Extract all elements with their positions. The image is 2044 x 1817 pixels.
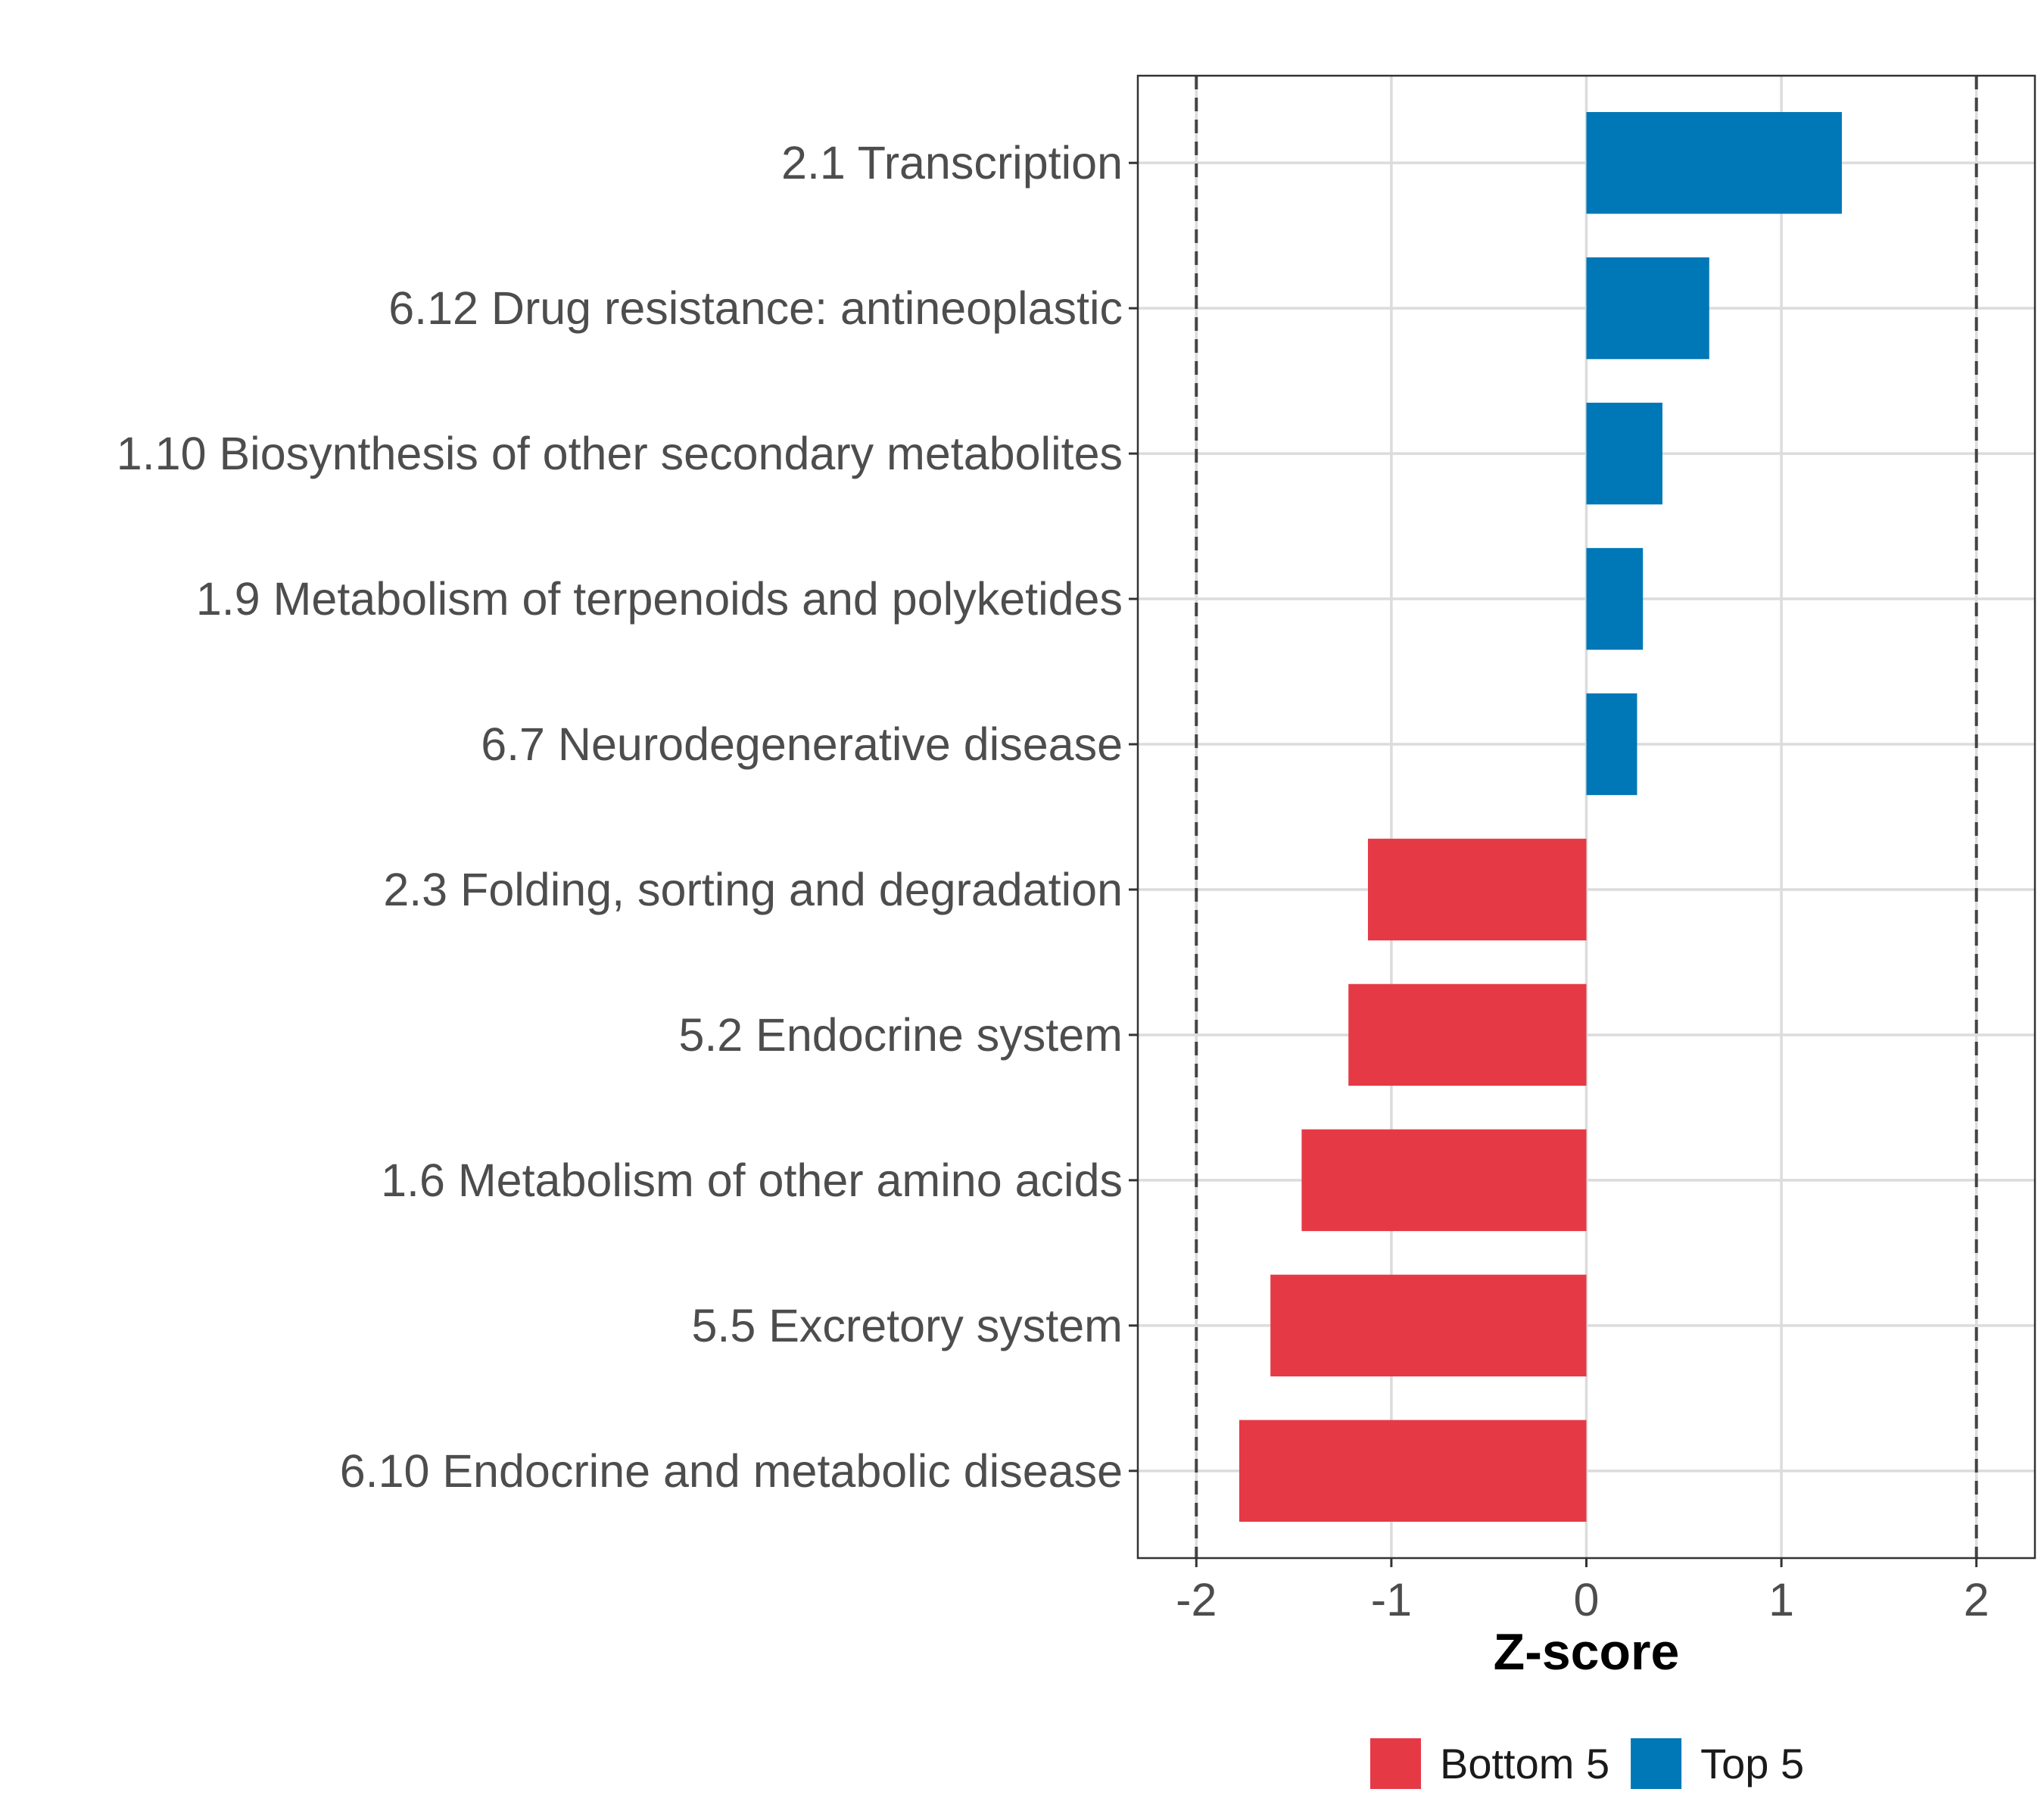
legend-label-bottom-5: Bottom 5	[1440, 1740, 1609, 1787]
bars	[1239, 111, 1842, 1522]
category-label: 2.1 Transcription	[781, 137, 1123, 189]
category-label: 1.9 Metabolism of terpenoids and polyket…	[196, 573, 1123, 625]
y-axis: 2.1 Transcription 6.12 Drug resistance: a…	[117, 137, 1138, 1497]
category-label: 5.2 Endocrine system	[678, 1009, 1123, 1061]
category-label: 1.6 Metabolism of other amino acids	[381, 1155, 1123, 1206]
reference-lines	[1195, 76, 1978, 1558]
x-tick-label: -2	[1176, 1574, 1217, 1625]
legend-key-top-5	[1631, 1738, 1682, 1789]
legend-label-top-5: Top 5	[1700, 1740, 1804, 1787]
bar-5-5-excretory-system	[1270, 1274, 1587, 1377]
bar-1-9-metabolism-of-terpenoids-and-polyketides	[1586, 547, 1644, 650]
x-axis: -2 -1 0 1 2	[1176, 1558, 1989, 1625]
category-label: 5.5 Excretory system	[692, 1300, 1123, 1351]
category-label: 6.12 Drug resistance: antineoplastic	[388, 282, 1123, 334]
bar-5-2-endocrine-system	[1348, 983, 1587, 1086]
x-tick-label: 1	[1768, 1574, 1794, 1625]
category-label: 2.3 Folding, sorting and degradation	[383, 864, 1123, 915]
bar-1-10-biosynthesis-of-other-secondary-metabolites	[1586, 402, 1662, 505]
bar-1-6-metabolism-of-other-amino-acids	[1301, 1129, 1587, 1232]
bar-6-7-neurodegenerative-disease	[1586, 693, 1637, 796]
legend-key-bottom-5	[1370, 1738, 1421, 1789]
bar-2-3-folding-sorting-and-degradation	[1367, 838, 1587, 941]
legend: Bottom 5 Top 5	[1370, 1738, 1804, 1789]
x-tick-label: -1	[1371, 1574, 1412, 1625]
category-label: 6.7 Neurodegenerative disease	[481, 718, 1123, 770]
bar-2-1-transcription	[1586, 111, 1842, 214]
bar-6-12-drug-resistance-antineoplastic	[1586, 257, 1709, 360]
x-tick-label: 2	[1964, 1574, 1989, 1625]
x-tick-label: 0	[1574, 1574, 1600, 1625]
category-label: 1.10 Biosynthesis of other secondary met…	[117, 428, 1123, 479]
x-axis-title: Z-score	[1494, 1623, 1680, 1681]
bar-6-10-endocrine-and-metabolic-disease	[1239, 1420, 1587, 1522]
category-label: 6.10 Endocrine and metabolic disease	[340, 1445, 1123, 1497]
